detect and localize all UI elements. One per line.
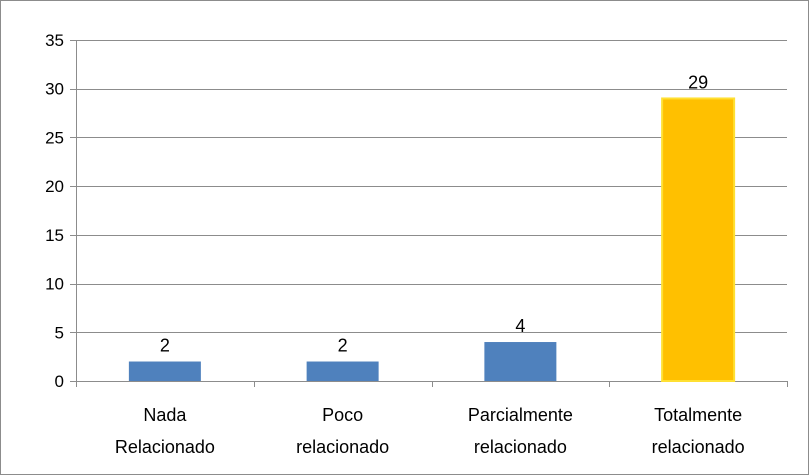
category-label: Nada bbox=[143, 405, 187, 425]
labels: 0 5 10 15 20 25 30 35 2 Nada Relacionado 2 Poco relac… bbox=[45, 31, 745, 457]
bar bbox=[306, 361, 379, 381]
bar bbox=[484, 342, 557, 381]
y-tick-label: 20 bbox=[45, 177, 64, 196]
bars bbox=[128, 97, 736, 382]
category-label: Parcialmente bbox=[468, 405, 573, 425]
data-label: 2 bbox=[160, 336, 170, 356]
data-label: 4 bbox=[515, 316, 525, 336]
y-tick-label: 5 bbox=[55, 323, 64, 342]
category-label: relacionado bbox=[474, 437, 567, 457]
data-label: 2 bbox=[338, 336, 348, 356]
y-tick-label: 0 bbox=[55, 372, 64, 391]
bar bbox=[661, 97, 736, 382]
category-label: Relacionado bbox=[115, 437, 215, 457]
category-label: relacionado bbox=[652, 437, 745, 457]
category-label: Poco bbox=[322, 405, 363, 425]
y-tick-label: 25 bbox=[45, 128, 64, 147]
data-label: 29 bbox=[688, 72, 708, 92]
y-tick-label: 35 bbox=[45, 31, 64, 50]
bar bbox=[128, 361, 201, 381]
y-tick-label: 30 bbox=[45, 80, 64, 99]
y-tick-label: 15 bbox=[45, 226, 64, 245]
y-tick-label: 10 bbox=[45, 275, 64, 294]
category-label: Totalmente bbox=[654, 405, 742, 425]
gridlines bbox=[76, 40, 787, 333]
category-label: relacionado bbox=[296, 437, 389, 457]
